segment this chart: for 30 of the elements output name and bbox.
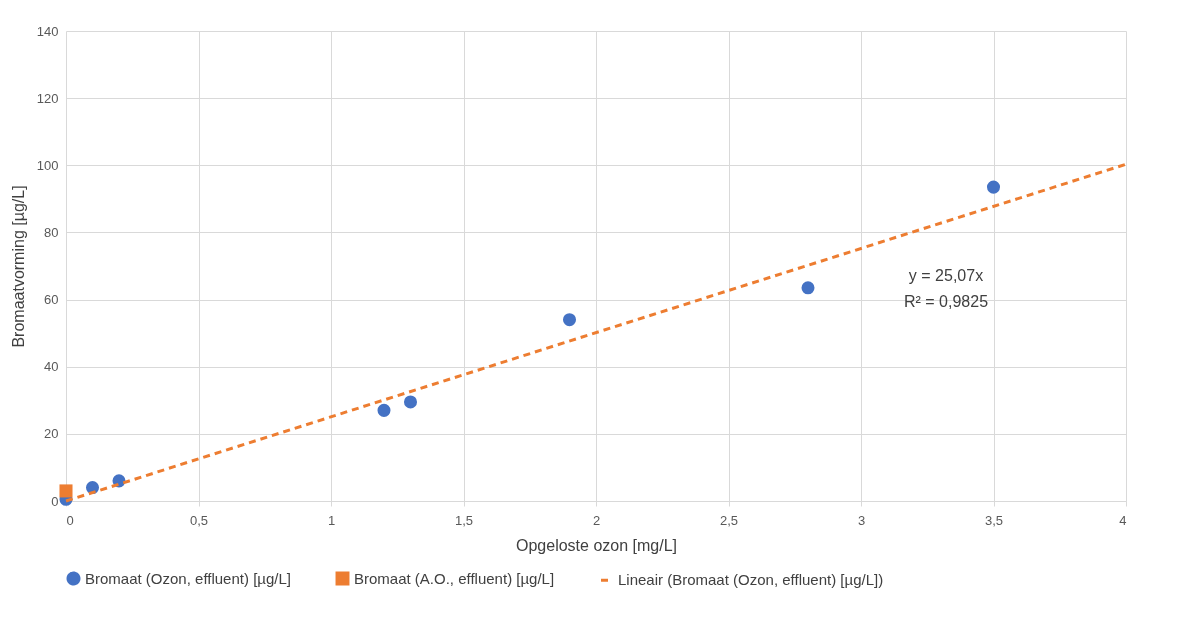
point xyxy=(403,395,418,409)
y-tick-label: 100 xyxy=(36,157,59,173)
legend-label: Lineair (Bromaat (Ozon, effluent) [µg/L]) xyxy=(618,571,884,589)
point xyxy=(986,180,1001,194)
x-tick-label: 4 xyxy=(1119,512,1127,528)
x-tick-label: 3,5 xyxy=(984,512,1004,528)
x-tick-label: 0,5 xyxy=(189,512,209,528)
y-tick-label: 60 xyxy=(44,292,59,308)
x-axis-title: Opgeloste ozon [mg/L] xyxy=(516,536,677,554)
y-tick-label: 140 xyxy=(36,23,59,39)
x-tick-label: 0 xyxy=(66,512,74,528)
point xyxy=(801,281,815,295)
point xyxy=(377,403,391,417)
annotation: R² = 0,9825 xyxy=(903,293,989,310)
y-tick-label: 80 xyxy=(44,224,59,240)
y-tick-label: 20 xyxy=(44,426,59,442)
x-tick-label: 1,5 xyxy=(454,512,474,528)
legend-label: Bromaat (Ozon, effluent) [µg/L] xyxy=(85,569,291,587)
legend-label: Bromaat (A.O., effluent) [µg/L] xyxy=(354,569,555,587)
y-tick-label: 0 xyxy=(51,493,59,509)
y-tick-label: 120 xyxy=(36,90,59,106)
point xyxy=(562,313,577,327)
x-tick-label: 2,5 xyxy=(719,512,739,528)
y-axis-title: Bromaatvorming [µg/L] xyxy=(9,185,27,348)
annotation: y = 25,07x xyxy=(908,267,984,284)
x-tick-label: 2 xyxy=(592,512,601,528)
x-tick-label: 1 xyxy=(327,512,336,528)
point xyxy=(59,484,73,498)
y-tick-label: 40 xyxy=(44,359,59,375)
x-tick-label: 3 xyxy=(857,512,866,528)
